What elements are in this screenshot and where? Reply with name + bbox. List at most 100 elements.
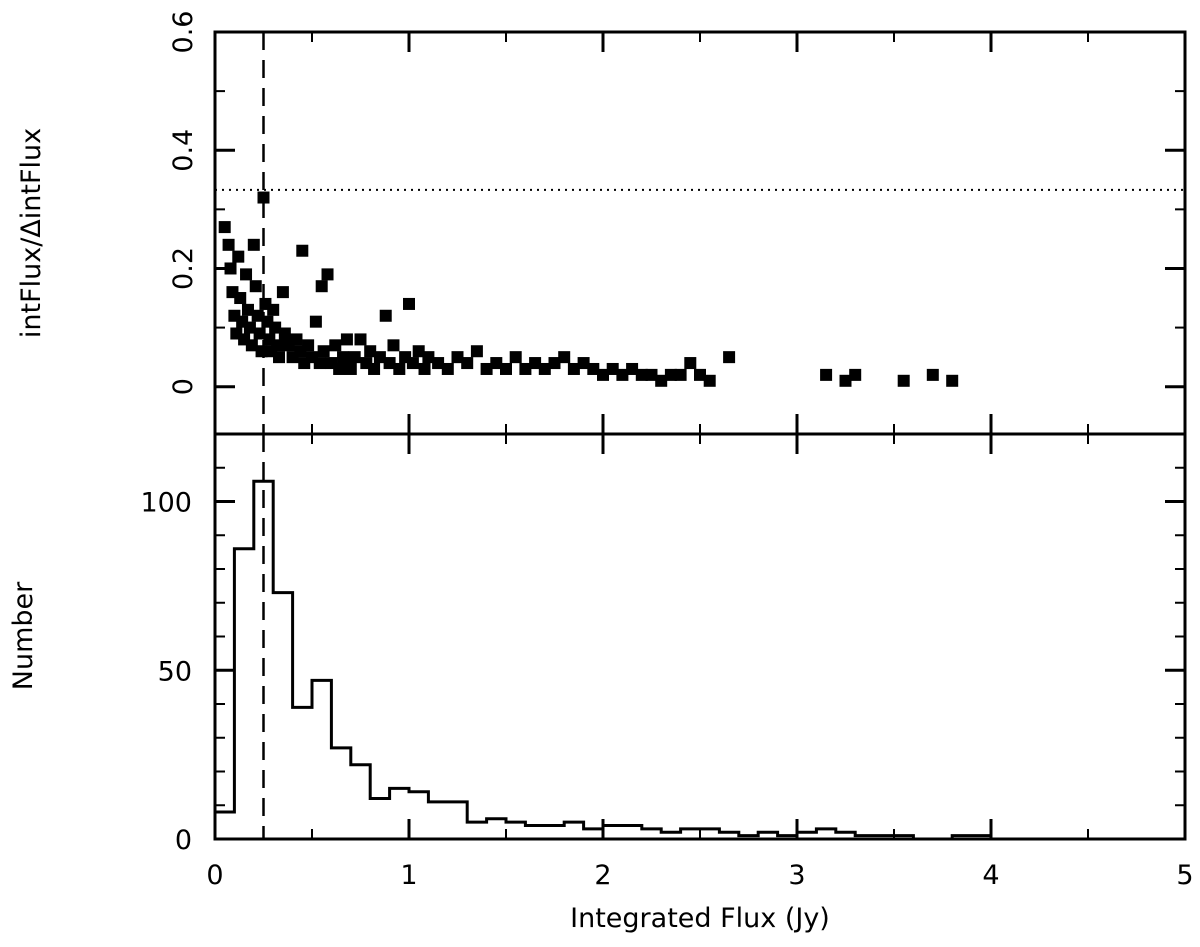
- scatter-point: [276, 286, 289, 299]
- bottom-y-tick-label: 100: [140, 488, 192, 519]
- histogram-outline: [215, 479, 991, 841]
- scatter-point: [529, 357, 542, 370]
- scatter-point: [329, 339, 342, 352]
- scatter-point: [839, 374, 852, 387]
- x-axis-title: Integrated Flux (Jy): [570, 903, 830, 934]
- scatter-point: [490, 357, 503, 370]
- x-tick-label: 5: [1176, 860, 1193, 891]
- scatter-point: [255, 345, 268, 358]
- scatter-point: [368, 362, 381, 375]
- scatter-point: [393, 362, 406, 375]
- scatter-point: [296, 244, 309, 257]
- scatter-point: [558, 351, 571, 364]
- scatter-point: [313, 357, 326, 370]
- scatter-point: [379, 309, 392, 322]
- top-y-axis-title: intFlux/ΔintFlux: [16, 128, 47, 338]
- scatter-point: [317, 345, 330, 358]
- scatter-point: [257, 191, 270, 204]
- scatter-point: [253, 327, 266, 340]
- scatter-point: [271, 339, 284, 352]
- scatter-point: [946, 374, 959, 387]
- scatter-point: [470, 345, 483, 358]
- scatter-point: [926, 368, 939, 381]
- top-panel-scatter: 0 0.2 0.4 0.6 intFlux/ΔintFlux: [16, 11, 1187, 436]
- scatter-point: [333, 362, 346, 375]
- scatter-point: [273, 351, 286, 364]
- scatter-point: [269, 321, 282, 334]
- scatter-point: [519, 362, 532, 375]
- scatter-point: [432, 357, 445, 370]
- scatter-point: [234, 292, 247, 305]
- scatter-point: [509, 351, 522, 364]
- scatter-point: [245, 339, 258, 352]
- x-tick-label: 0: [206, 860, 223, 891]
- scatter-point: [480, 362, 493, 375]
- scatter-point: [626, 362, 639, 375]
- top-y-tick-label: 0.4: [168, 129, 199, 172]
- x-tick-label: 3: [788, 860, 805, 891]
- scatter-point: [664, 368, 677, 381]
- top-y-tick-label: 0: [168, 378, 199, 395]
- scatter-point: [723, 351, 736, 364]
- scatter-point: [655, 374, 668, 387]
- scatter-point: [451, 351, 464, 364]
- scatter-point: [820, 368, 833, 381]
- scatter-point: [241, 303, 254, 316]
- scatter-point: [249, 280, 262, 293]
- scatter-point: [849, 368, 862, 381]
- bottom-y-tick-label: 0: [175, 825, 192, 856]
- scatter-point: [364, 345, 377, 358]
- scatter-point: [224, 262, 237, 275]
- scatter-point: [240, 268, 253, 281]
- scatter-point: [302, 339, 315, 352]
- scatter-point: [606, 362, 619, 375]
- x-tick-label: 1: [400, 860, 417, 891]
- scatter-point: [538, 362, 551, 375]
- bottom-y-tick-label: 50: [158, 656, 192, 687]
- scatter-point: [348, 351, 361, 364]
- scatter-point: [267, 303, 280, 316]
- scatter-point: [321, 268, 334, 281]
- bottom-panel-frame: [213, 432, 1187, 841]
- scatter-point: [694, 368, 706, 381]
- scatter-point: [406, 357, 419, 370]
- scatter-point: [597, 368, 609, 381]
- scatter-point: [337, 351, 350, 364]
- scatter-point: [387, 339, 400, 352]
- scatter-point: [315, 280, 328, 293]
- top-y-tick-label: 0.2: [168, 247, 199, 290]
- scatter-point: [243, 321, 256, 334]
- scatter-point: [278, 327, 291, 340]
- scatter-point: [403, 297, 415, 310]
- scatter-point: [548, 357, 561, 370]
- scatter-point: [577, 357, 590, 370]
- scatter-point: [897, 374, 910, 387]
- x-tick-label: 2: [594, 860, 611, 891]
- scatter-point: [251, 309, 264, 322]
- scatter-point: [635, 368, 648, 381]
- scatter-point: [645, 368, 658, 381]
- scatter-point: [441, 362, 454, 375]
- scatter-point: [373, 351, 386, 364]
- scatter-point: [587, 362, 600, 375]
- scatter-point: [309, 315, 322, 328]
- scatter-point: [616, 368, 629, 381]
- bottom-y-axis-title: Number: [8, 581, 39, 690]
- scatter-point: [222, 238, 235, 251]
- top-y-tick-label: 0.6: [168, 11, 199, 54]
- scatter-point: [290, 333, 303, 346]
- scatter-point: [354, 333, 367, 346]
- scatter-point: [461, 357, 474, 370]
- scatter-point: [684, 357, 697, 370]
- scatter-point: [232, 250, 245, 263]
- scatter-point: [567, 362, 580, 375]
- scatter-point: [247, 238, 260, 251]
- scatter-point: [340, 333, 353, 346]
- scatter-point: [422, 351, 435, 364]
- x-tick-label: 4: [982, 860, 999, 891]
- scatter-point: [218, 221, 231, 234]
- scatter-point: [418, 362, 431, 375]
- scatter-point: [344, 362, 357, 375]
